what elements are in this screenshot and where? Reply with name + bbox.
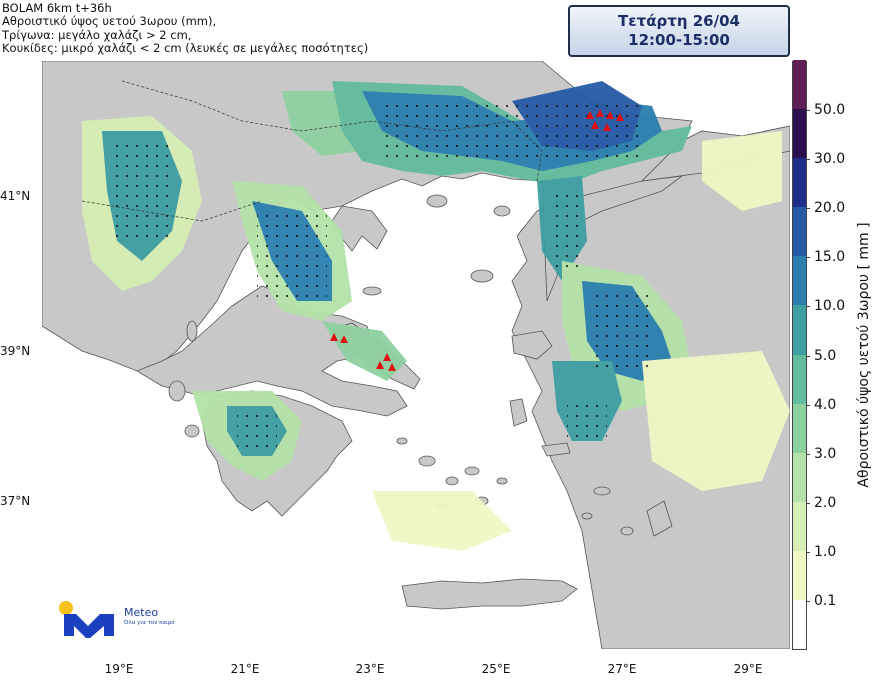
land-samos xyxy=(541,442,571,457)
y-label-39N: 39°N xyxy=(0,344,31,358)
header-dots-legend: Κουκίδες: μικρό χαλάζι < 2 cm (λευκές σε… xyxy=(2,41,369,56)
colorbar-segment xyxy=(793,207,806,257)
meteo-logo: Meteo Όλα για τον καιρό xyxy=(58,600,178,640)
land-lesvos xyxy=(511,330,553,360)
large-hail-triangles xyxy=(330,109,624,371)
colorbar-tick xyxy=(806,306,810,308)
colorbar-segment xyxy=(793,501,806,551)
land-rhodes xyxy=(646,500,673,537)
colorbar-tick xyxy=(806,453,810,455)
colorbar-tick xyxy=(806,600,810,602)
colorbar-segment xyxy=(793,403,806,453)
header-variable: Αθροιστικό ύψος υετού 3ωρου (mm), xyxy=(2,14,217,29)
colorbar-segment xyxy=(793,354,806,404)
colorbar-tick xyxy=(806,502,810,504)
colorbar-tick xyxy=(806,551,810,553)
colorbar-segment xyxy=(793,109,806,159)
colorbar-level-label: 5.0 xyxy=(814,347,837,364)
small-hail-dots xyxy=(112,101,652,451)
colorbar-segment xyxy=(793,452,806,502)
header-model: BOLAM 6km t+36h xyxy=(2,1,112,15)
colorbar-tick xyxy=(806,159,810,161)
logo-tagline: Όλα για τον καιρό xyxy=(124,620,175,626)
x-label-25E: 25°E xyxy=(481,662,511,676)
colorbar-level-label: 50.0 xyxy=(814,102,846,119)
land-chios xyxy=(509,398,528,427)
colorbar-tick xyxy=(806,404,810,406)
forecast-date-box: Τετάρτη 26/04 12:00-15:00 xyxy=(568,5,790,57)
map-header: BOLAM 6km t+36h Αθροιστικό ύψος υετού 3ω… xyxy=(2,1,369,56)
x-label-29E: 29°E xyxy=(733,662,763,676)
colorbar-level-label: 3.0 xyxy=(814,445,837,462)
colorbar-segment xyxy=(793,158,806,208)
colorbar-tick xyxy=(806,110,810,112)
forecast-day: Τετάρτη 26/04 xyxy=(618,12,740,30)
colorbar-tick xyxy=(806,355,810,357)
colorbar-level-label: 4.0 xyxy=(814,396,837,413)
colorbar-level-label: 1.0 xyxy=(814,543,837,560)
colorbar xyxy=(792,60,807,650)
colorbar-level-label: 0.1 xyxy=(814,592,837,609)
precipitation-map xyxy=(42,61,790,649)
colorbar-title: Αθροιστικό ύψος υετού 3ωρου [ mm ] xyxy=(856,222,872,488)
colorbar-segment xyxy=(793,60,806,110)
header-triangles-legend: Τρίγωνα: μεγάλο χαλάζι > 2 cm, xyxy=(2,27,192,42)
colorbar-level-label: 2.0 xyxy=(814,494,837,511)
colorbar-tick xyxy=(806,257,810,259)
forecast-hours: 12:00-15:00 xyxy=(628,31,730,49)
colorbar-tick xyxy=(806,208,810,210)
map-canvas xyxy=(42,61,790,649)
country-borders xyxy=(81,80,543,222)
x-label-23E: 23°E xyxy=(355,662,385,676)
y-label-37N: 37°N xyxy=(0,494,31,508)
y-label-41N: 41°N xyxy=(0,189,31,203)
x-label-21E: 21°E xyxy=(230,662,260,676)
meteo-logo-icon xyxy=(59,601,114,638)
colorbar-segment xyxy=(793,599,806,649)
colorbar-segment xyxy=(793,550,806,600)
colorbar-segment xyxy=(793,256,806,306)
colorbar-segment xyxy=(793,305,806,355)
x-label-27E: 27°E xyxy=(607,662,637,676)
colorbar-level-label: 20.0 xyxy=(814,200,846,217)
colorbar-level-label: 15.0 xyxy=(814,249,846,266)
x-label-19E: 19°E xyxy=(104,662,134,676)
colorbar-level-label: 10.0 xyxy=(814,298,846,315)
logo-name: Meteo xyxy=(124,606,159,619)
land-crete xyxy=(401,578,578,610)
colorbar-level-label: 30.0 xyxy=(814,151,846,168)
